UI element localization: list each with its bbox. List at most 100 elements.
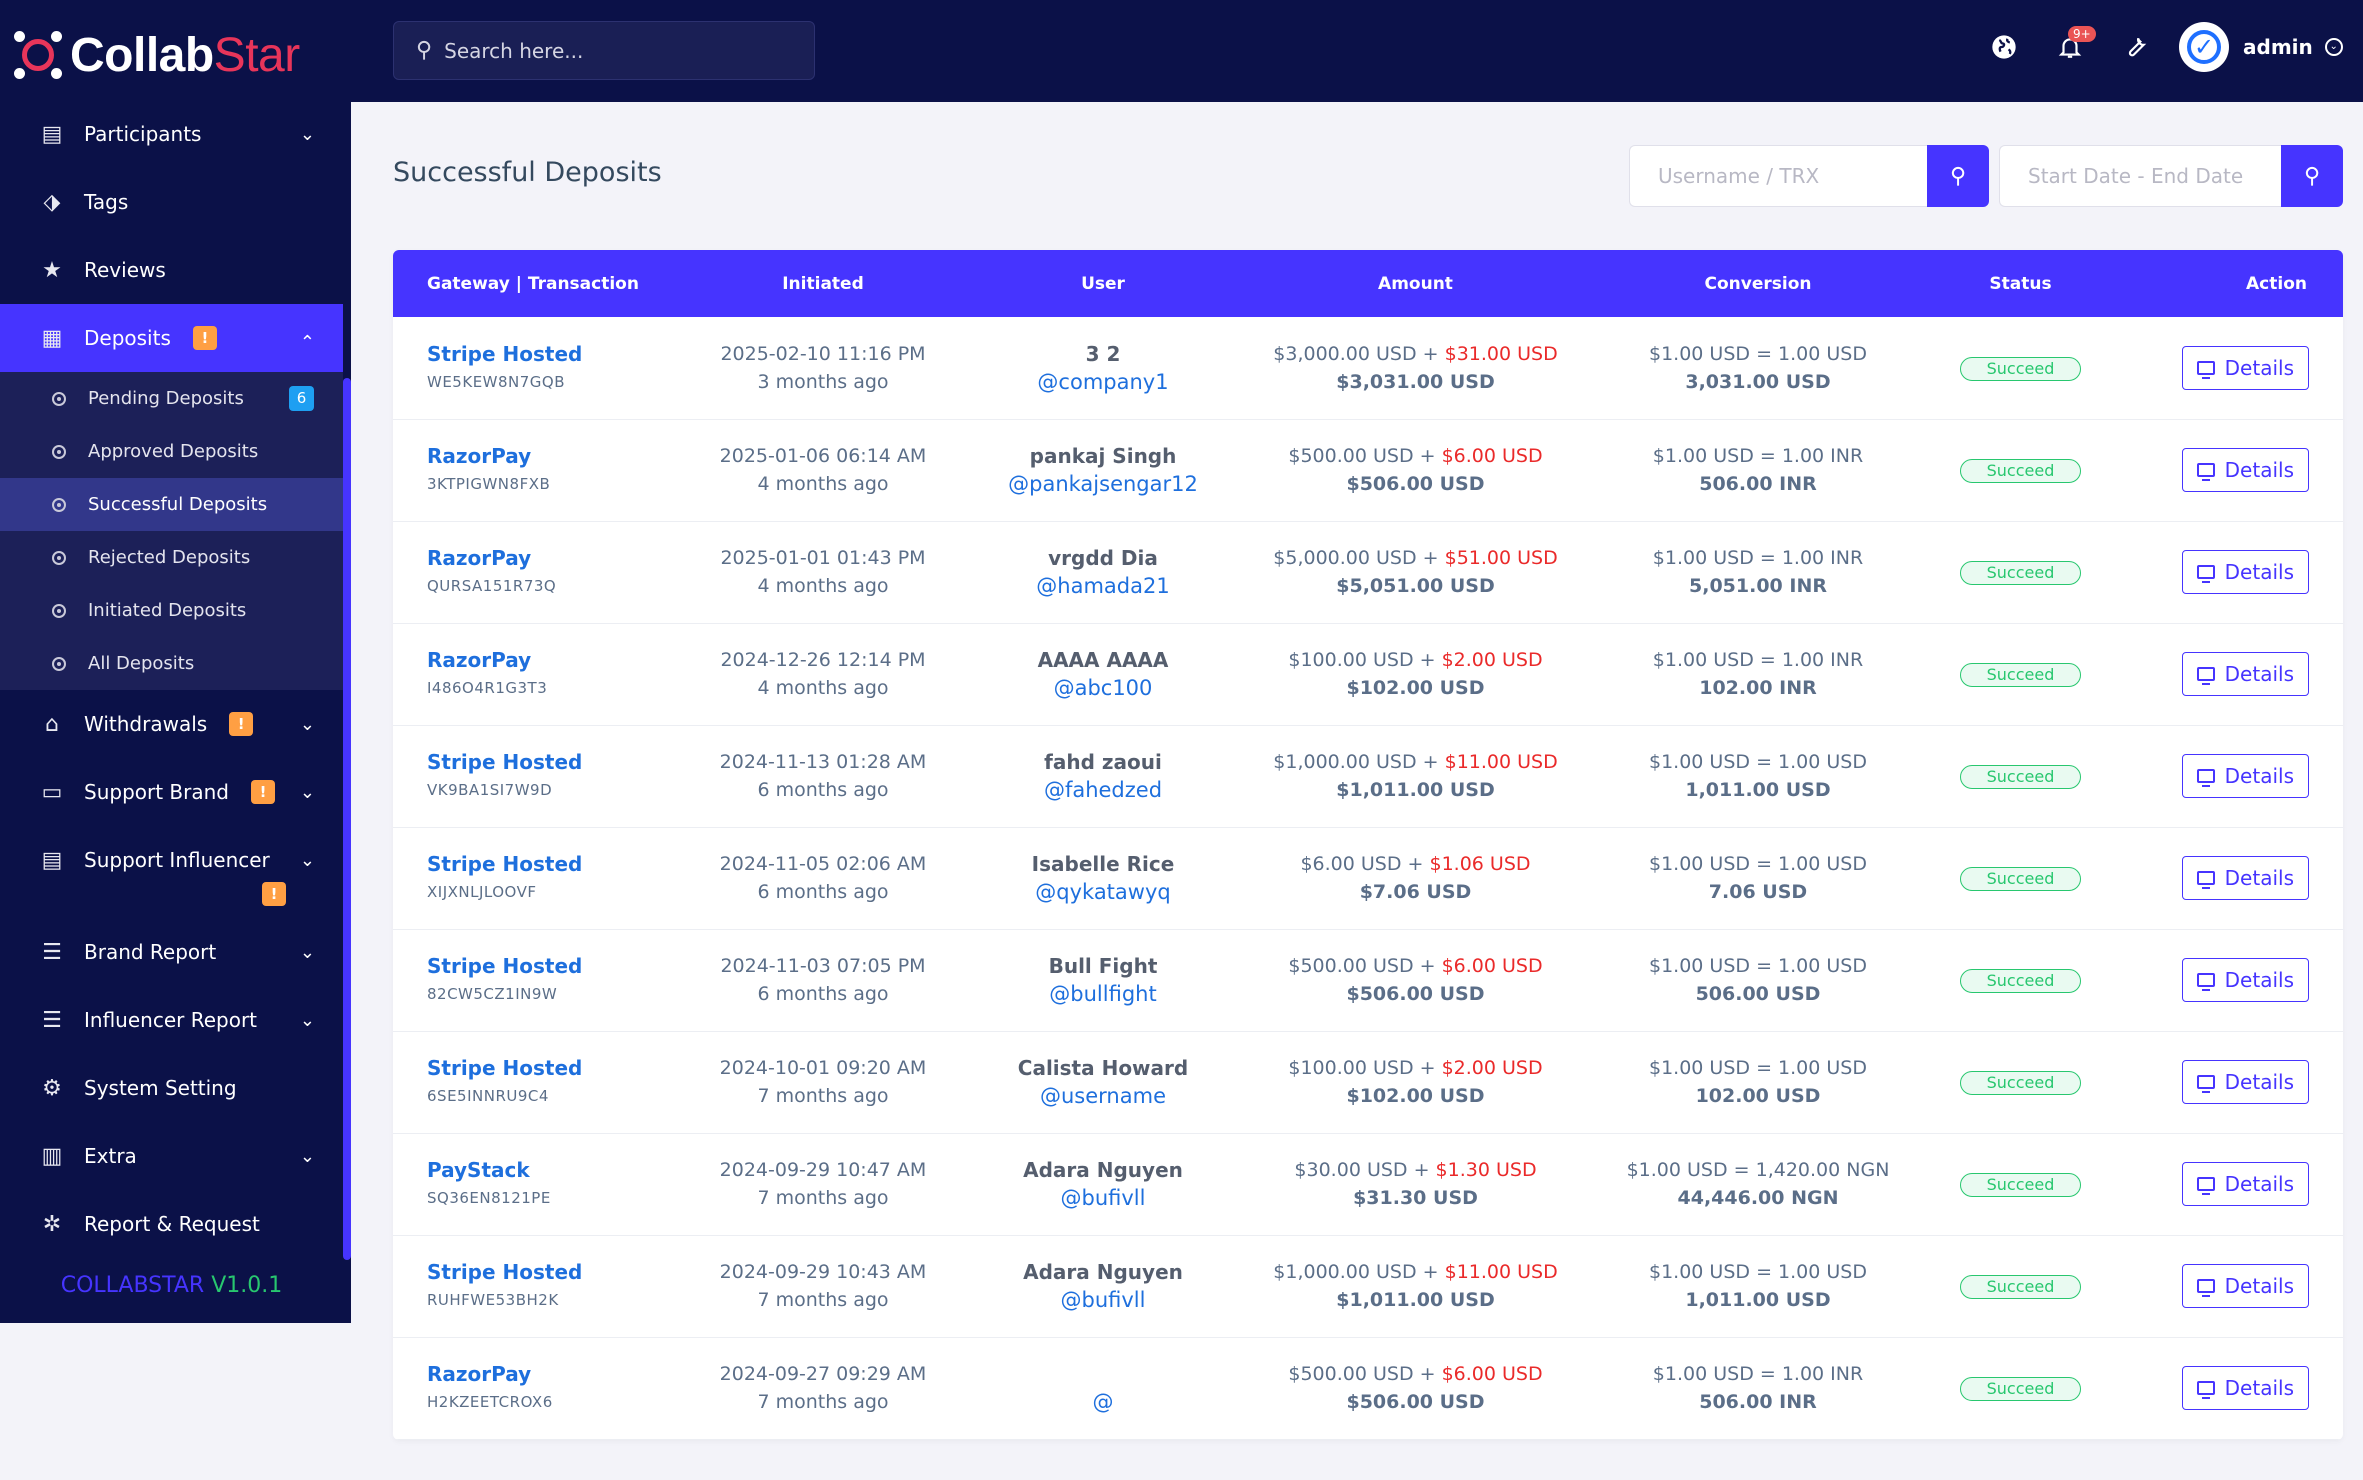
gateway-name[interactable]: RazorPay xyxy=(427,546,532,570)
bullet-icon xyxy=(52,497,66,512)
brand-logo[interactable]: CollabStar xyxy=(14,26,300,84)
date-search-button[interactable]: ⚲ xyxy=(2281,145,2343,207)
user-menu[interactable]: ✓ admin ⌄ xyxy=(2179,22,2343,72)
sidebar-item-influencer-report[interactable]: ☰ Influencer Report ⌄ xyxy=(0,986,343,1054)
sidebar-item-support-brand[interactable]: ▭ Support Brand! ⌄ xyxy=(0,758,343,826)
user-handle-link[interactable]: @username xyxy=(1040,1084,1166,1108)
status-cell: Succeed xyxy=(1928,419,2113,521)
user-handle-link[interactable]: @company1 xyxy=(1037,369,1169,394)
sidebar-item-system-setting[interactable]: ⚙ System Setting xyxy=(0,1054,343,1122)
submenu-item-successful-deposits[interactable]: Successful Deposits xyxy=(0,478,343,531)
gateway-name[interactable]: RazorPay xyxy=(427,1362,532,1386)
submenu-item-rejected-deposits[interactable]: Rejected Deposits xyxy=(0,531,343,584)
username-trx-input[interactable] xyxy=(1629,145,1927,207)
status-badge: Succeed xyxy=(1959,1377,2082,1401)
details-button[interactable]: Details xyxy=(2181,1060,2309,1104)
gateway-name[interactable]: Stripe Hosted xyxy=(427,750,583,774)
wrench-icon[interactable] xyxy=(2119,30,2153,64)
details-button[interactable]: Details xyxy=(2181,345,2309,390)
gateway-name[interactable]: Stripe Hosted xyxy=(427,852,583,876)
user-handle-link[interactable]: @bullfight xyxy=(1049,982,1157,1006)
status-cell: Succeed xyxy=(1928,929,2113,1031)
sidebar-item-brand-report[interactable]: ☰ Brand Report ⌄ xyxy=(0,918,343,986)
amount-total: $7.06 USD xyxy=(1359,881,1472,903)
clipboard-icon: ▤ xyxy=(41,847,63,873)
submenu-item-approved-deposits[interactable]: Approved Deposits xyxy=(0,425,343,478)
sidebar-item-reviews[interactable]: ★ Reviews xyxy=(0,236,343,304)
user-handle-link[interactable]: @pankajsengar12 xyxy=(1008,472,1198,496)
user-handle-link[interactable]: @ xyxy=(1092,1390,1114,1414)
user-handle-link[interactable]: @qykatawyq xyxy=(1035,880,1171,904)
chevron-down-icon: ⌄ xyxy=(299,124,315,145)
monitor-icon xyxy=(2196,769,2215,787)
submenu-item-initiated-deposits[interactable]: Initiated Deposits xyxy=(0,584,343,637)
sidebar-item-label: Support Brand xyxy=(84,780,229,804)
details-button[interactable]: Details xyxy=(2181,550,2309,594)
user-handle-link[interactable]: @fahedzed xyxy=(1043,778,1163,802)
initiated-ago: 4 months ago xyxy=(757,575,889,597)
user-handle-link[interactable]: @abc100 xyxy=(1053,676,1153,700)
gateway-cell: Stripe Hosted RUHFWE53BH2K xyxy=(393,1235,683,1337)
col-amount: Amount xyxy=(1378,273,1453,294)
sidebar-item-extra[interactable]: ▥ Extra ⌄ xyxy=(0,1122,343,1190)
sidebar-item-report-request[interactable]: ✲ Report & Request xyxy=(0,1190,343,1258)
initiated-cell: 2024-12-26 12:14 PM 4 months ago xyxy=(683,623,963,725)
details-button[interactable]: Details xyxy=(2181,856,2309,900)
details-button[interactable]: Details xyxy=(2181,1366,2309,1410)
amount-charge: $51.00 USD xyxy=(1444,547,1558,569)
deposits-table-card: Gateway | Transaction Initiated User Amo… xyxy=(393,250,2343,1440)
gateway-name[interactable]: Stripe Hosted xyxy=(427,1056,583,1080)
conversion-cell: $1.00 USD = 1.00 USD 7.06 USD xyxy=(1588,827,1928,929)
col-status: Status xyxy=(1989,273,2052,294)
sidebar-item-support-influencer[interactable]: ▤ Support Influencer! ⌄ xyxy=(0,826,343,918)
status-cell: Succeed xyxy=(1928,521,2113,623)
user-handle-link[interactable]: @hamada21 xyxy=(1036,574,1170,598)
details-button[interactable]: Details xyxy=(2181,652,2309,696)
sidebar-item-deposits[interactable]: ▦ Deposits! ⌃ xyxy=(0,304,343,372)
transaction-id: I486O4R1G3T3 xyxy=(427,679,548,697)
gateway-name[interactable]: RazorPay xyxy=(427,444,532,468)
sidebar-item-withdrawals[interactable]: ⌂ Withdrawals! ⌄ xyxy=(0,690,343,758)
monitor-icon xyxy=(2196,871,2215,889)
chevron-down-icon: ⌄ xyxy=(299,714,315,735)
sidebar-item-participants[interactable]: ▤ Participants ⌄ xyxy=(0,100,343,168)
table-row: Stripe Hosted XIJXNLJLOOVF 2024-11-05 02… xyxy=(393,827,2343,929)
user-cell: Bull Fight @bullfight xyxy=(963,929,1243,1031)
details-button[interactable]: Details xyxy=(2181,754,2309,798)
globe-icon[interactable] xyxy=(1987,30,2021,64)
notification-bell[interactable]: 9+ xyxy=(2053,26,2096,64)
gateway-name[interactable]: Stripe Hosted xyxy=(427,954,583,978)
global-search[interactable]: ⚲ xyxy=(393,21,815,80)
date-range-input[interactable] xyxy=(1999,145,2281,207)
gateway-cell: RazorPay 3KTPIGWN8FXB xyxy=(393,419,683,521)
details-label: Details xyxy=(2224,355,2294,380)
amount-base: $1,000.00 USD + xyxy=(1273,751,1439,773)
user-cell: 3 2 @company1 xyxy=(963,317,1243,419)
submenu-item-pending-deposits[interactable]: Pending Deposits 6 xyxy=(0,372,343,425)
transaction-id: QURSA151R73Q xyxy=(427,577,557,595)
initiated-ago: 6 months ago xyxy=(757,983,889,1005)
user-handle-link[interactable]: @bufivll xyxy=(1060,1288,1146,1312)
conversion-cell: $1.00 USD = 1.00 USD 1,011.00 USD xyxy=(1588,1235,1928,1337)
user-handle-link[interactable]: @bufivll xyxy=(1060,1186,1146,1210)
user-cell: Adara Nguyen @bufivll xyxy=(963,1133,1243,1235)
sidebar-item-label: Deposits xyxy=(84,326,171,350)
sidebar-item-tags[interactable]: ⬗ Tags xyxy=(0,168,343,236)
gateway-cell: PayStack SQ36EN8121PE xyxy=(393,1133,683,1235)
details-button[interactable]: Details xyxy=(2181,1162,2309,1206)
submenu-item-all-deposits[interactable]: All Deposits xyxy=(0,637,343,690)
details-button[interactable]: Details xyxy=(2181,448,2309,492)
username-search-button[interactable]: ⚲ xyxy=(1927,145,1989,207)
gateway-name[interactable]: RazorPay xyxy=(427,648,532,672)
search-input[interactable] xyxy=(444,38,785,63)
details-button[interactable]: Details xyxy=(2181,1264,2309,1308)
transaction-id: VK9BA1SI7W9D xyxy=(427,781,553,799)
sidebar-scrollbar[interactable] xyxy=(343,378,351,1260)
gateway-name[interactable]: PayStack xyxy=(427,1158,530,1182)
amount-cell: $5,000.00 USD + $51.00 USD $5,051.00 USD xyxy=(1243,521,1588,623)
gateway-name[interactable]: Stripe Hosted xyxy=(427,1260,583,1284)
gateway-name[interactable]: Stripe Hosted xyxy=(427,341,583,366)
details-button[interactable]: Details xyxy=(2181,958,2309,1002)
status-cell: Succeed xyxy=(1928,725,2113,827)
amount-total: $3,031.00 USD xyxy=(1336,370,1495,393)
